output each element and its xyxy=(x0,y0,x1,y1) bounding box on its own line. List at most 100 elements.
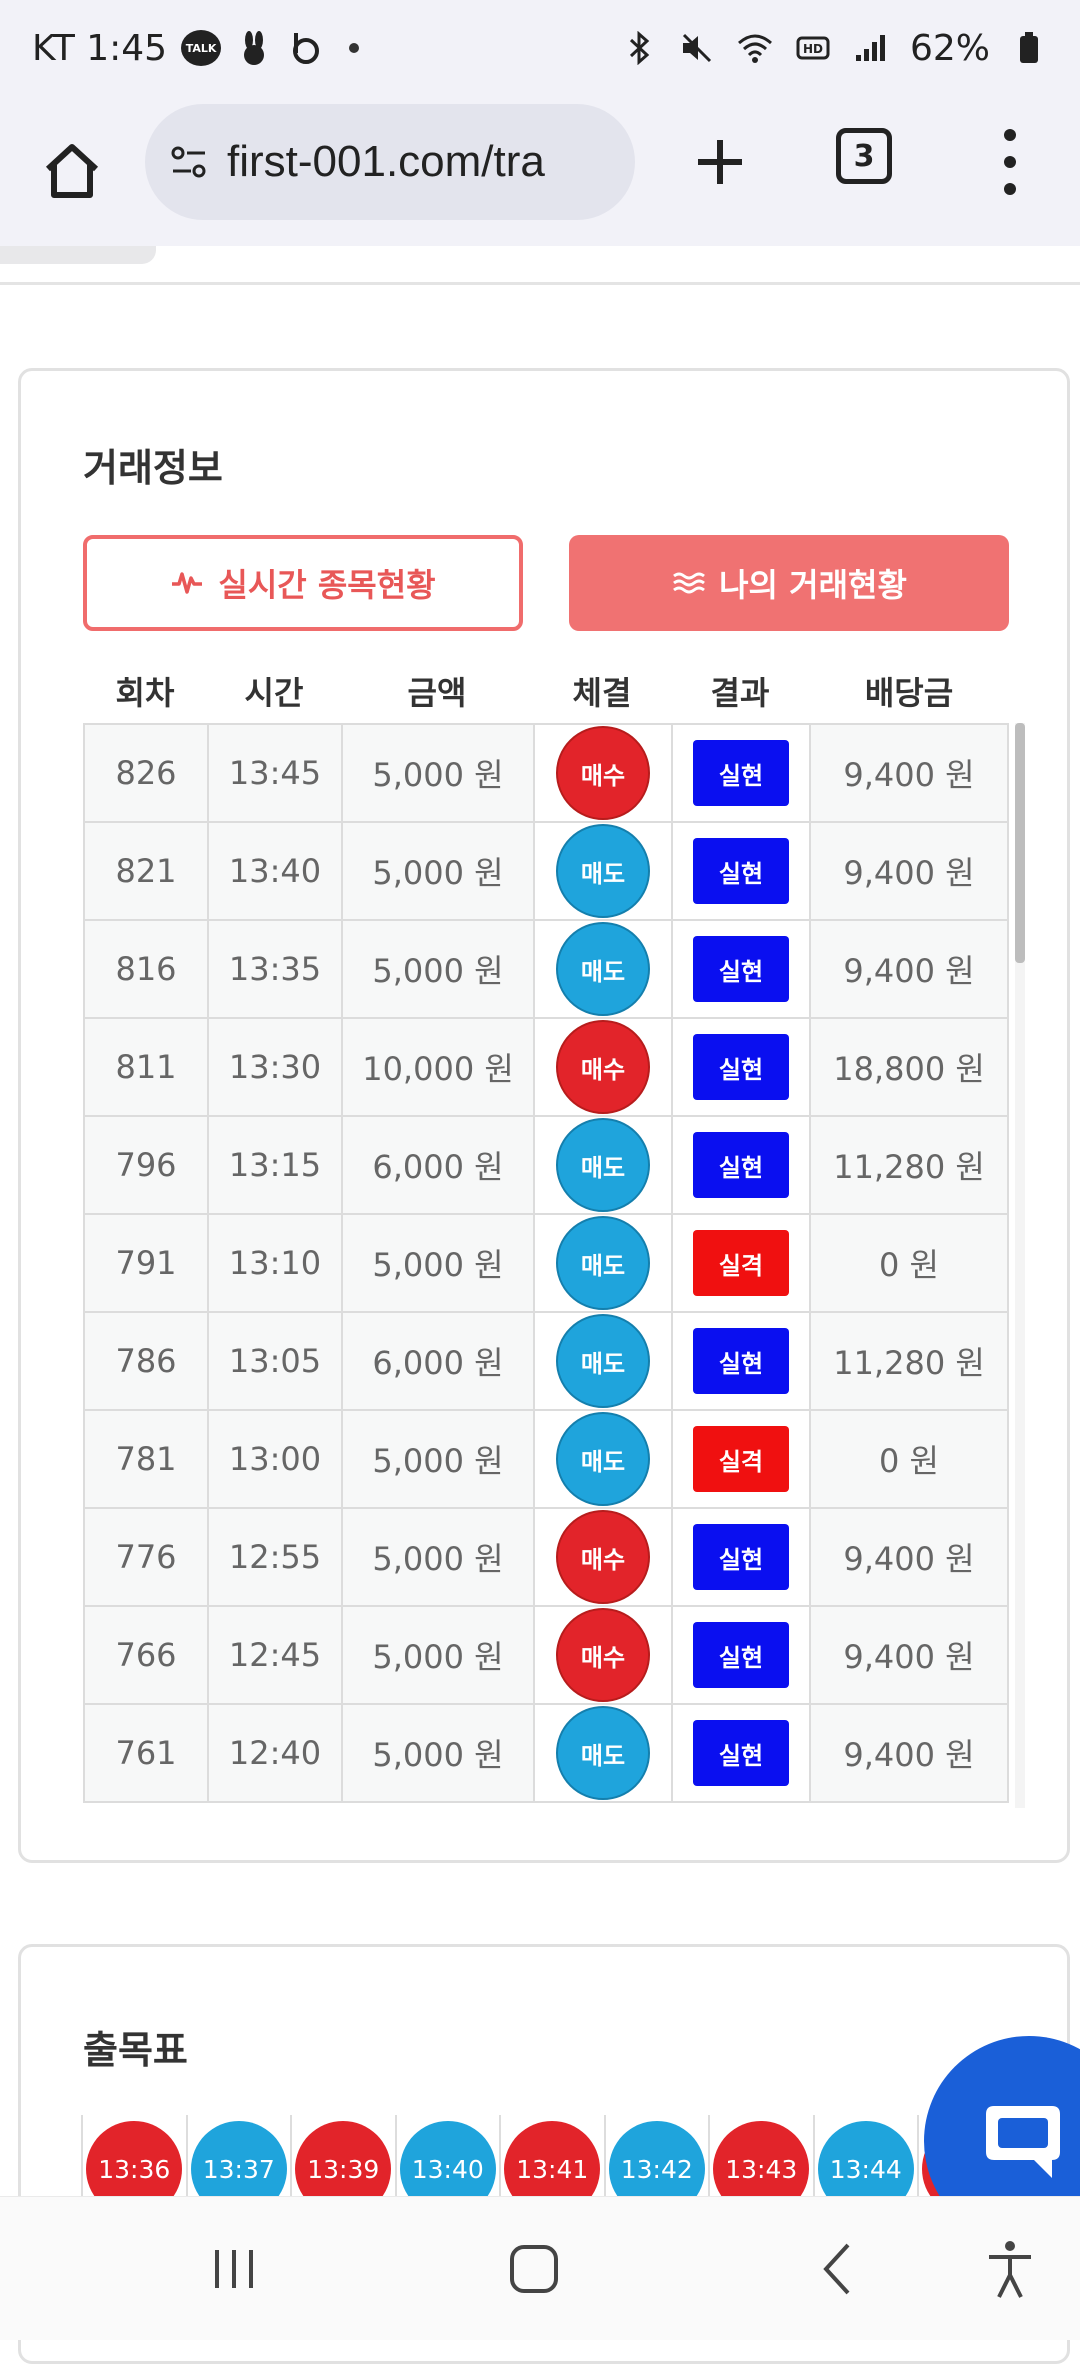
column-header: 금액 xyxy=(407,674,467,712)
back-button[interactable] xyxy=(798,2233,878,2305)
bluetooth-icon xyxy=(620,29,658,67)
sell-badge: 매도 xyxy=(556,1314,650,1408)
table-scrollbar-thumb[interactable] xyxy=(1015,723,1025,963)
round-cell: 761 xyxy=(83,1705,207,1801)
result-cell: 실격 xyxy=(671,1411,809,1507)
payout-cell: 9,400 원 xyxy=(809,1607,1009,1703)
sell-badge: 매도 xyxy=(556,922,650,1016)
tab-realtime-label: 실시간 종목현황 xyxy=(218,566,436,604)
wifi-icon xyxy=(736,29,774,67)
home-square-icon xyxy=(510,2245,558,2293)
mute-icon xyxy=(678,29,716,67)
site-settings-icon[interactable] xyxy=(169,142,209,182)
amount-cell: 5,000 원 xyxy=(341,1607,533,1703)
payout-cell: 11,280 원 xyxy=(809,1117,1009,1213)
svg-text:HD: HD xyxy=(803,42,823,56)
result-cell: 실현 xyxy=(671,1607,809,1703)
table-scrollbar-track[interactable] xyxy=(1015,723,1025,1808)
payout-cell: 18,800 원 xyxy=(809,1019,1009,1115)
round-cell: 781 xyxy=(83,1411,207,1507)
result-cell: 실현 xyxy=(671,1019,809,1115)
result-realized-badge: 실현 xyxy=(693,1524,789,1590)
round-cell: 791 xyxy=(83,1215,207,1311)
time-cell: 13:15 xyxy=(207,1117,341,1213)
table-row: 761 12:40 5,000 원 매도 실현 9,400 원 xyxy=(83,1705,1009,1803)
result-disqualified-badge: 실격 xyxy=(693,1230,789,1296)
side-cell: 매도 xyxy=(533,1313,671,1409)
tab-switcher-button[interactable]: 3 xyxy=(836,128,892,184)
side-cell: 매수 xyxy=(533,1019,671,1115)
table-header: 회차 시간 금액 체결 결과 배당금 xyxy=(83,661,1009,721)
column-header: 회차 xyxy=(115,674,175,712)
home-icon xyxy=(45,144,99,198)
time-cell: 13:05 xyxy=(207,1313,341,1409)
table-row: 821 13:40 5,000 원 매도 실현 9,400 원 xyxy=(83,823,1009,921)
time-cell: 13:40 xyxy=(207,823,341,919)
signal-icon xyxy=(852,29,890,67)
sell-badge: 매도 xyxy=(556,1706,650,1800)
chat-bubble-icon xyxy=(986,2106,1060,2178)
hd-icon: HD xyxy=(794,29,832,67)
payout-cell: 11,280 원 xyxy=(809,1313,1009,1409)
result-cell: 실현 xyxy=(671,1509,809,1605)
result-realized-badge: 실현 xyxy=(693,1328,789,1394)
result-realized-badge: 실현 xyxy=(693,1720,789,1786)
side-cell: 매도 xyxy=(533,823,671,919)
round-cell: 796 xyxy=(83,1117,207,1213)
side-cell: 매수 xyxy=(533,725,671,821)
buy-badge: 매수 xyxy=(556,1608,650,1702)
recents-button[interactable] xyxy=(194,2233,274,2305)
system-nav-bar xyxy=(0,2196,1080,2340)
table-row: 796 13:15 6,000 원 매도 실현 11,280 원 xyxy=(83,1117,1009,1215)
amount-cell: 5,000 원 xyxy=(341,823,533,919)
battery-percent: 62% xyxy=(909,27,990,69)
result-realized-badge: 실현 xyxy=(693,936,789,1002)
payout-cell: 9,400 원 xyxy=(809,823,1009,919)
round-cell: 811 xyxy=(83,1019,207,1115)
amount-cell: 6,000 원 xyxy=(341,1117,533,1213)
result-realized-badge: 실현 xyxy=(693,838,789,904)
more-menu-button[interactable] xyxy=(990,122,1030,202)
round-cell: 821 xyxy=(83,823,207,919)
column-header: 시간 xyxy=(244,674,304,712)
payout-cell: 0 원 xyxy=(809,1215,1009,1311)
result-realized-badge: 실현 xyxy=(693,1132,789,1198)
home-button[interactable] xyxy=(36,135,108,207)
tab-realtime-status[interactable]: 실시간 종목현황 xyxy=(83,535,523,631)
battery-icon xyxy=(1010,29,1048,67)
trade-info-title: 거래정보 xyxy=(83,446,223,490)
result-realized-badge: 실현 xyxy=(693,1622,789,1688)
time-cell: 13:00 xyxy=(207,1411,341,1507)
accessibility-button[interactable] xyxy=(970,2233,1050,2305)
table-row: 776 12:55 5,000 원 매수 실현 9,400 원 xyxy=(83,1509,1009,1607)
back-chevron-icon xyxy=(823,2243,850,2295)
side-cell: 매도 xyxy=(533,921,671,1017)
sell-badge: 매도 xyxy=(556,1216,650,1310)
amount-cell: 5,000 원 xyxy=(341,921,533,1017)
address-bar[interactable]: first-001.com/tra xyxy=(145,104,635,220)
pulse-icon xyxy=(172,572,203,594)
side-cell: 매도 xyxy=(533,1411,671,1507)
trade-table-body[interactable]: 826 13:45 5,000 원 매수 실현 9,400 원 821 13:40 5,000 … xyxy=(83,723,1009,1808)
result-disqualified-badge: 실격 xyxy=(693,1426,789,1492)
column-header: 배당금 xyxy=(864,674,954,712)
new-tab-button[interactable] xyxy=(682,124,758,200)
buy-badge: 매수 xyxy=(556,1510,650,1604)
payout-cell: 9,400 원 xyxy=(809,725,1009,821)
time-cell: 12:45 xyxy=(207,1607,341,1703)
time-cell: 12:55 xyxy=(207,1509,341,1605)
result-realized-badge: 실현 xyxy=(693,1034,789,1100)
result-cell: 실격 xyxy=(671,1215,809,1311)
payout-cell: 9,400 원 xyxy=(809,921,1009,1017)
table-row: 811 13:30 10,000 원 매수 실현 18,800 원 xyxy=(83,1019,1009,1117)
payout-cell: 9,400 원 xyxy=(809,1705,1009,1801)
sell-badge: 매도 xyxy=(556,824,650,918)
side-cell: 매도 xyxy=(533,1215,671,1311)
amount-cell: 10,000 원 xyxy=(341,1019,533,1115)
home-nav-button[interactable] xyxy=(494,2233,574,2305)
payout-cell: 0 원 xyxy=(809,1411,1009,1507)
tab-my-trades[interactable]: 나의 거래현황 xyxy=(569,535,1009,631)
sell-badge: 매도 xyxy=(556,1412,650,1506)
table-row: 816 13:35 5,000 원 매도 실현 9,400 원 xyxy=(83,921,1009,1019)
round-cell: 816 xyxy=(83,921,207,1017)
